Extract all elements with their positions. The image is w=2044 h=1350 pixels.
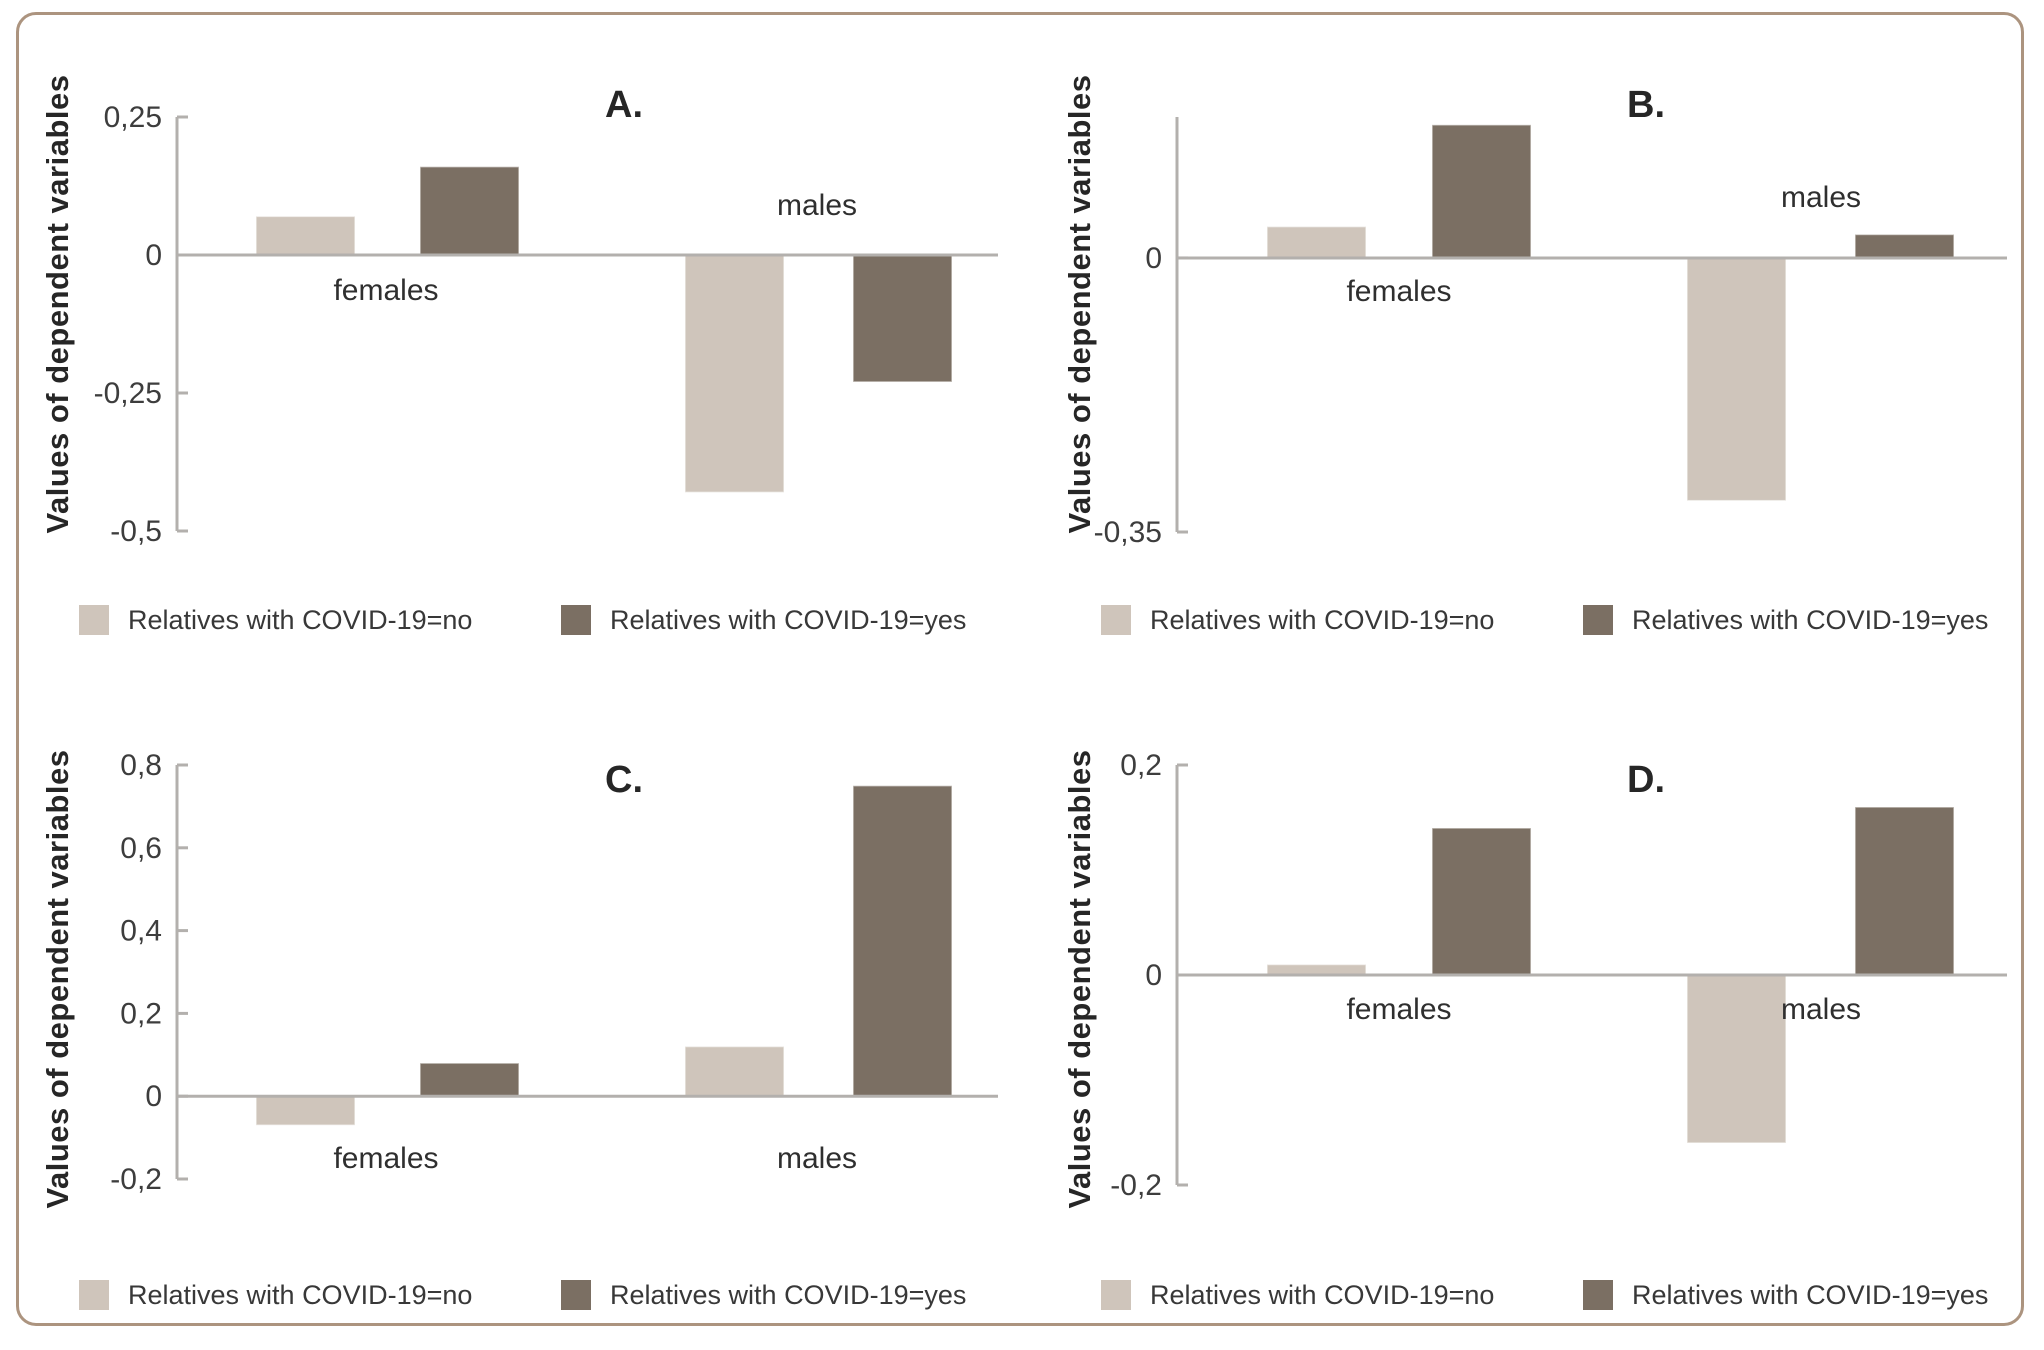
legend-swatch-no [1101, 1280, 1131, 1310]
panel-a: Values of dependent variables A. 0,25 0 -0… [0, 0, 1022, 675]
y-tick-label: 0,2 [1120, 749, 1162, 782]
bar-females-covid-no [255, 1095, 356, 1126]
legend-label-no: Relatives with COVID-19=no [1150, 604, 1495, 635]
category-label-females: females [1346, 275, 1451, 308]
bar-females-covid-yes [419, 165, 520, 256]
panel-title-d: D. [1627, 759, 1665, 801]
legend-label-no: Relatives with COVID-19=no [128, 1279, 473, 1310]
bar-males-covid-no [1686, 257, 1787, 502]
legend-item-yes: Relatives with COVID-19=yes [561, 1277, 966, 1313]
y-tick-label: -0,5 [110, 515, 162, 548]
bar-males-covid-no [684, 254, 785, 494]
legend-swatch-yes [1583, 1280, 1613, 1310]
y-tick-label: -0,2 [110, 1163, 162, 1196]
legend-label-yes: Relatives with COVID-19=yes [610, 604, 967, 635]
bar-females-covid-yes [1431, 124, 1532, 259]
y-tick-label: 0,6 [120, 832, 162, 865]
legend-label-yes: Relatives with COVID-19=yes [610, 1279, 967, 1310]
legend-item-yes: Relatives with COVID-19=yes [1583, 1277, 1988, 1313]
panel-b: Values of dependent variables B. 0 -0,35 f… [1022, 0, 2044, 675]
panel-d: Values of dependent variables D. 0,2 0 -0,… [1022, 675, 2044, 1350]
legend-item-yes: Relatives with COVID-19=yes [561, 602, 966, 638]
y-tick-label: 0 [145, 239, 162, 272]
bar-males-covid-no [1686, 974, 1787, 1144]
legend-label-yes: Relatives with COVID-19=yes [1632, 604, 1989, 635]
category-label-females: females [333, 1142, 438, 1175]
bar-females-covid-no [255, 215, 356, 256]
category-label-males: males [777, 1142, 857, 1175]
y-tick-label: -0,25 [94, 377, 162, 410]
legend-swatch-yes [1583, 605, 1613, 635]
bar-females-covid-yes [1431, 827, 1532, 976]
bar-females-covid-no [1266, 963, 1367, 976]
legend-item-yes: Relatives with COVID-19=yes [1583, 602, 1988, 638]
y-tick-label: 0,2 [120, 997, 162, 1030]
legend-item-no: Relatives with COVID-19=no [1101, 1277, 1494, 1313]
legend-swatch-no [79, 1280, 109, 1310]
chart-d: 0,2 0 -0,2 females males [1110, 749, 2007, 1202]
y-tick-label: 0 [1145, 242, 1162, 275]
panel-title-c: C. [605, 759, 643, 801]
legend-label-yes: Relatives with COVID-19=yes [1632, 1279, 1989, 1310]
chart-b: 0 -0,35 females males [1094, 117, 2007, 549]
legend-swatch-yes [561, 1280, 591, 1310]
bar-males-covid-yes [1854, 806, 1955, 976]
bar-males-covid-no [684, 1045, 785, 1097]
legend-item-no: Relatives with COVID-19=no [79, 1277, 472, 1313]
legend-swatch-no [1101, 605, 1131, 635]
category-label-males: males [1781, 993, 1861, 1026]
category-label-males: males [1781, 181, 1861, 214]
y-tick-label: 0 [1145, 959, 1162, 992]
bar-males-covid-yes [1854, 233, 1955, 259]
legend-item-no: Relatives with COVID-19=no [79, 602, 472, 638]
panel-title-a: A. [605, 84, 643, 126]
chart-a: 0,25 0 -0,25 -0,5 females males [94, 101, 998, 548]
panel-title-b: B. [1627, 84, 1665, 126]
legend-item-no: Relatives with COVID-19=no [1101, 602, 1494, 638]
legend-label-no: Relatives with COVID-19=no [128, 604, 473, 635]
category-label-males: males [777, 189, 857, 222]
y-tick-label: -0,2 [1110, 1169, 1162, 1202]
category-label-females: females [333, 274, 438, 307]
y-tick-label: -0,35 [1094, 516, 1162, 549]
chart-c: 0,8 0,6 0,4 0,2 0 -0,2 females males [110, 749, 998, 1196]
legend-swatch-yes [561, 605, 591, 635]
panel-c: Values of dependent variables C. 0,8 0,6 0… [0, 675, 1022, 1350]
y-tick-label: 0,8 [120, 749, 162, 782]
y-tick-label: 0,4 [120, 915, 162, 948]
category-label-females: females [1346, 993, 1451, 1026]
y-tick-label: 0,25 [104, 101, 162, 134]
bar-males-covid-yes [852, 254, 953, 383]
y-tick-label: 0 [145, 1080, 162, 1113]
legend-swatch-no [79, 605, 109, 635]
legend-label-no: Relatives with COVID-19=no [1150, 1279, 1495, 1310]
bar-males-covid-yes [852, 784, 953, 1097]
bar-females-covid-yes [419, 1062, 520, 1097]
bar-females-covid-no [1266, 225, 1367, 259]
